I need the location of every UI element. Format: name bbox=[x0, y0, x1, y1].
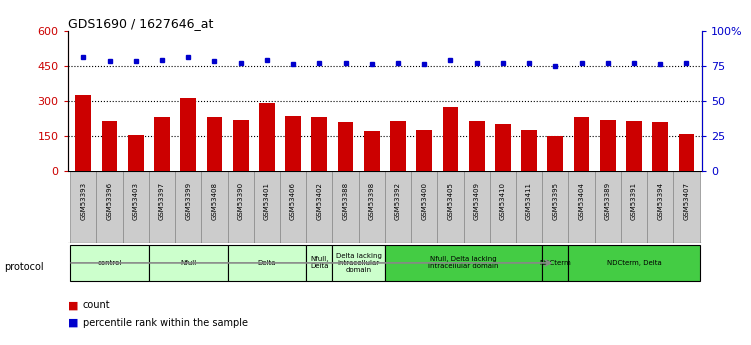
Text: GSM53397: GSM53397 bbox=[159, 182, 165, 220]
Bar bbox=[364, 131, 380, 171]
Bar bbox=[547, 137, 563, 171]
Text: GSM53399: GSM53399 bbox=[185, 182, 192, 220]
Bar bbox=[495, 124, 511, 171]
Text: GSM53411: GSM53411 bbox=[526, 182, 532, 220]
Text: Nfull, Delta lacking
intracellular domain: Nfull, Delta lacking intracellular domai… bbox=[428, 256, 499, 269]
Text: GSM53408: GSM53408 bbox=[212, 182, 218, 220]
Bar bbox=[621, 171, 647, 243]
Bar bbox=[411, 171, 437, 243]
Text: GSM53394: GSM53394 bbox=[657, 182, 663, 220]
Text: NDCterm, Delta: NDCterm, Delta bbox=[607, 260, 662, 266]
Bar bbox=[207, 117, 222, 171]
Bar bbox=[175, 171, 201, 243]
Text: GDS1690 / 1627646_at: GDS1690 / 1627646_at bbox=[68, 17, 213, 30]
Bar bbox=[469, 121, 484, 171]
Bar bbox=[333, 171, 359, 243]
Bar bbox=[359, 171, 385, 243]
Text: GSM53401: GSM53401 bbox=[264, 182, 270, 220]
Bar bbox=[228, 171, 254, 243]
Bar bbox=[595, 171, 621, 243]
Text: GSM53392: GSM53392 bbox=[395, 182, 401, 220]
Bar bbox=[306, 171, 333, 243]
Text: GSM53390: GSM53390 bbox=[237, 182, 243, 220]
Bar bbox=[154, 117, 170, 171]
Text: GSM53398: GSM53398 bbox=[369, 182, 375, 220]
Text: Nfull: Nfull bbox=[180, 260, 196, 266]
Bar bbox=[149, 245, 228, 281]
Text: GSM53389: GSM53389 bbox=[605, 182, 611, 220]
Bar bbox=[385, 245, 542, 281]
Bar bbox=[122, 171, 149, 243]
Text: GSM53402: GSM53402 bbox=[316, 182, 322, 220]
Bar bbox=[70, 171, 96, 243]
Text: control: control bbox=[98, 260, 122, 266]
Bar bbox=[128, 135, 143, 171]
Text: ■: ■ bbox=[68, 300, 78, 310]
Text: GSM53396: GSM53396 bbox=[107, 182, 113, 220]
Bar bbox=[180, 98, 196, 171]
Bar bbox=[442, 107, 458, 171]
Text: GSM53388: GSM53388 bbox=[342, 182, 348, 220]
Text: percentile rank within the sample: percentile rank within the sample bbox=[83, 318, 248, 328]
Bar bbox=[626, 121, 642, 171]
Text: GSM53404: GSM53404 bbox=[578, 182, 584, 220]
Text: GSM53403: GSM53403 bbox=[133, 182, 139, 220]
Bar bbox=[96, 171, 122, 243]
Bar bbox=[101, 121, 117, 171]
Text: protocol: protocol bbox=[4, 263, 44, 272]
Bar bbox=[70, 245, 149, 281]
Bar bbox=[653, 122, 668, 171]
Bar bbox=[463, 171, 490, 243]
Text: GSM53400: GSM53400 bbox=[421, 182, 427, 220]
Bar bbox=[285, 116, 301, 171]
Text: count: count bbox=[83, 300, 110, 310]
Bar bbox=[542, 245, 569, 281]
Bar bbox=[338, 122, 354, 171]
Bar bbox=[542, 171, 569, 243]
Text: ■: ■ bbox=[68, 318, 78, 328]
Text: GSM53406: GSM53406 bbox=[290, 182, 296, 220]
Text: GSM53405: GSM53405 bbox=[448, 182, 454, 220]
Bar bbox=[437, 171, 463, 243]
Bar bbox=[312, 117, 327, 171]
Text: GSM53391: GSM53391 bbox=[631, 182, 637, 220]
Bar bbox=[306, 245, 333, 281]
Text: Delta: Delta bbox=[258, 260, 276, 266]
Bar bbox=[333, 245, 385, 281]
Bar bbox=[149, 171, 175, 243]
Bar bbox=[516, 171, 542, 243]
Bar bbox=[647, 171, 674, 243]
Bar bbox=[569, 171, 595, 243]
Bar bbox=[674, 171, 700, 243]
Bar bbox=[75, 95, 91, 171]
Bar bbox=[416, 130, 432, 171]
Bar bbox=[228, 245, 306, 281]
Bar bbox=[385, 171, 411, 243]
Bar bbox=[569, 245, 700, 281]
Text: GSM53407: GSM53407 bbox=[683, 182, 689, 220]
Bar bbox=[254, 171, 280, 243]
Bar bbox=[521, 130, 537, 171]
Text: GSM53395: GSM53395 bbox=[552, 182, 558, 220]
Text: Nfull,
Delta: Nfull, Delta bbox=[310, 256, 329, 269]
Bar bbox=[201, 171, 228, 243]
Text: GSM53409: GSM53409 bbox=[474, 182, 480, 220]
Bar bbox=[233, 120, 249, 171]
Bar bbox=[259, 104, 275, 171]
Text: NDCterm: NDCterm bbox=[539, 260, 572, 266]
Bar bbox=[574, 117, 590, 171]
Bar bbox=[490, 171, 516, 243]
Text: GSM53393: GSM53393 bbox=[80, 182, 86, 220]
Text: GSM53410: GSM53410 bbox=[500, 182, 506, 220]
Text: Delta lacking
intracellular
domain: Delta lacking intracellular domain bbox=[336, 253, 382, 273]
Bar bbox=[280, 171, 306, 243]
Bar bbox=[679, 134, 695, 171]
Bar bbox=[390, 121, 406, 171]
Bar bbox=[600, 120, 616, 171]
